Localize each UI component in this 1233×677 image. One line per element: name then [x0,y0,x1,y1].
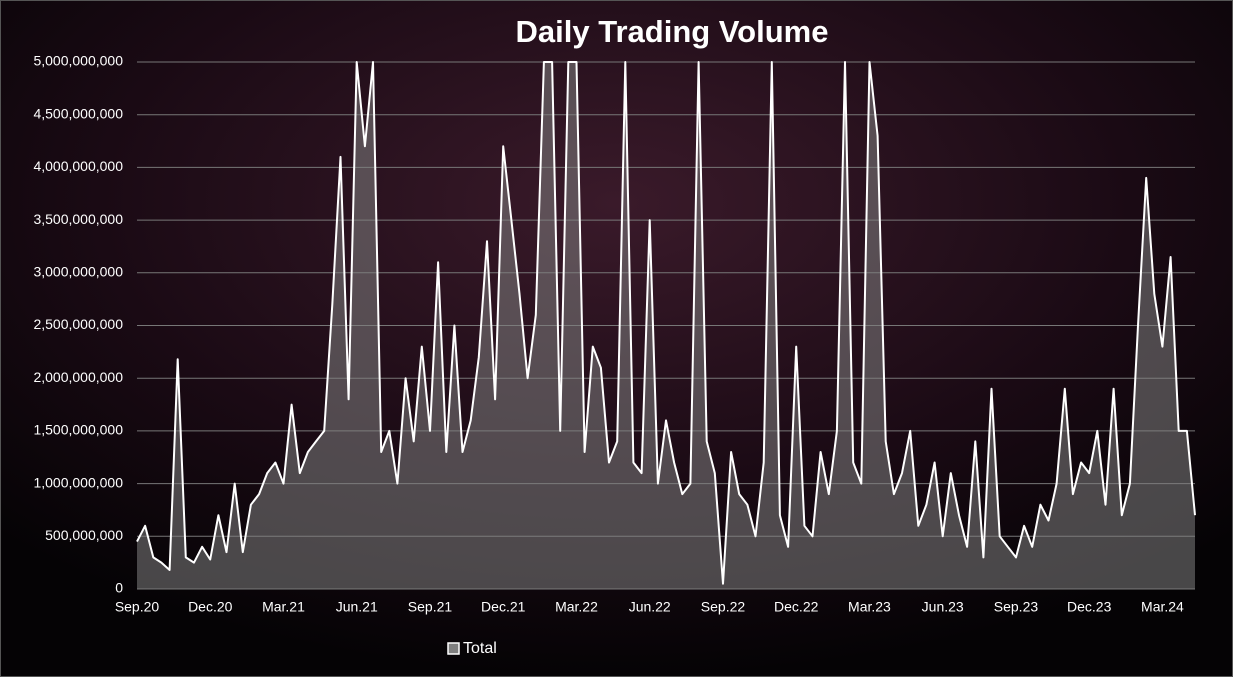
x-tick-label: Sep.21 [408,599,453,615]
x-tick-label: Dec.20 [188,599,233,615]
y-tick-label: 4,000,000,000 [33,158,123,174]
y-tick-label: 3,000,000,000 [33,264,123,280]
y-tick-label: 2,500,000,000 [33,316,123,332]
x-tick-label: Jun.23 [922,599,964,615]
y-tick-label: 4,500,000,000 [33,105,123,121]
y-tick-label: 5,000,000,000 [33,53,123,69]
legend-swatch [447,642,460,655]
chart-title: Daily Trading Volume [516,14,829,49]
x-tick-label: Dec.21 [481,599,526,615]
y-tick-label: 1,000,000,000 [33,474,123,490]
x-tick-label: Dec.23 [1067,599,1112,615]
x-tick-label: Dec.22 [774,599,819,615]
y-tick-label: 500,000,000 [45,527,123,543]
x-tick-label: Mar.23 [848,599,891,615]
y-tick-label: 0 [115,580,123,596]
x-tick-label: Sep.23 [994,599,1039,615]
legend-label: Total [463,640,497,657]
x-tick-label: Mar.24 [1141,599,1184,615]
x-tick-label: Mar.22 [555,599,598,615]
y-tick-label: 1,500,000,000 [33,422,123,438]
x-tick-label: Sep.22 [701,599,746,615]
line [136,61,1196,585]
area [137,62,1195,589]
x-tick-label: Jun.21 [336,599,378,615]
y-tick-label: 2,000,000,000 [33,369,123,385]
x-tick-label: Mar.21 [262,599,305,615]
y-tick-label: 3,500,000,000 [33,211,123,227]
x-tick-label: Jun.22 [629,599,671,615]
x-tick-label: Sep.20 [115,599,160,615]
